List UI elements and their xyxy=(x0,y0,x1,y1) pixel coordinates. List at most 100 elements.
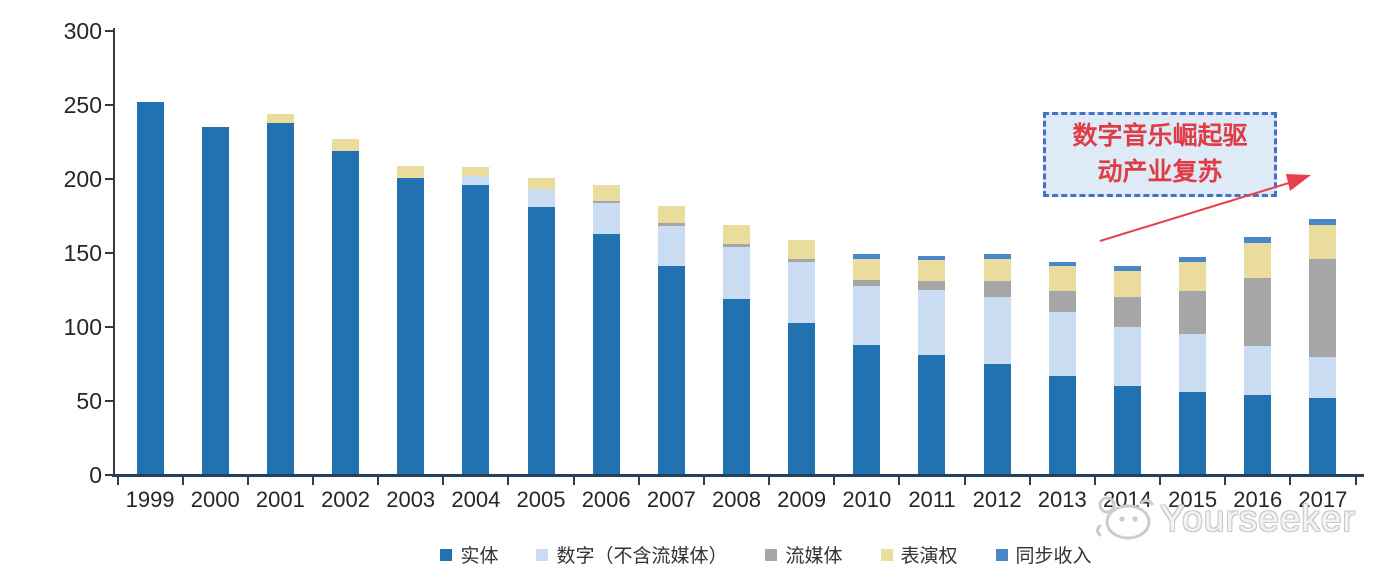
x-tick-mark xyxy=(1028,477,1031,485)
bar-segment xyxy=(723,298,750,475)
bar-segment xyxy=(983,297,1011,364)
bar-segment xyxy=(1309,224,1337,259)
bar-segment xyxy=(201,127,229,475)
y-axis-line xyxy=(113,28,115,477)
legend-swatch xyxy=(995,548,1008,561)
y-tick-mark xyxy=(105,326,113,328)
legend-label: 同步收入 xyxy=(1015,546,1092,567)
annotation-text-line1: 数字音乐崛起驱 xyxy=(1072,122,1248,150)
legend-label: 流媒体 xyxy=(785,546,843,567)
bar-segment xyxy=(657,223,685,227)
y-tick-mark xyxy=(105,400,113,402)
bar-segment xyxy=(918,260,946,282)
bar-segment xyxy=(527,177,555,190)
legend-item: 数字（不含流媒体） xyxy=(536,541,727,568)
bar-segment xyxy=(462,167,490,177)
x-tick-mark xyxy=(1354,477,1357,485)
bar-segment xyxy=(1113,297,1141,327)
bar-segment xyxy=(592,184,620,202)
bar-segment xyxy=(332,139,360,151)
x-tick-label: 2009 xyxy=(777,487,827,512)
bar-segment xyxy=(1113,266,1141,271)
bar-segment xyxy=(1048,312,1076,376)
bar-segment xyxy=(788,258,816,262)
bar-segment xyxy=(723,244,750,248)
bar-segment xyxy=(592,202,620,234)
bar-segment xyxy=(853,258,881,280)
annotation-callout: 数字音乐崛起驱 动产业复苏 xyxy=(1043,112,1277,197)
bar-segment xyxy=(1244,236,1272,243)
x-tick-label: 2001 xyxy=(255,487,305,512)
bar-segment xyxy=(527,207,555,475)
x-tick-label: 2003 xyxy=(386,487,436,512)
x-tick-mark xyxy=(311,477,314,485)
x-tick-label: 2000 xyxy=(190,487,240,512)
bar-segment xyxy=(332,150,360,475)
bar-segment xyxy=(983,364,1011,475)
bar-segment xyxy=(657,226,685,267)
y-tick-label: 100 xyxy=(63,314,102,340)
x-tick-mark xyxy=(1224,477,1227,485)
bar-segment xyxy=(462,176,490,185)
bar-segment xyxy=(462,184,490,475)
x-tick-label: 2011 xyxy=(908,487,956,512)
x-tick-label: 2013 xyxy=(1037,487,1087,512)
bar-segment xyxy=(1244,278,1272,347)
x-tick-label: 2004 xyxy=(451,487,501,512)
x-tick-label: 2005 xyxy=(516,487,566,512)
x-tick-mark xyxy=(768,477,771,485)
x-tick-label: 2002 xyxy=(321,487,371,512)
watermark-text: Yourseeker xyxy=(1160,498,1356,539)
y-tick-label: 250 xyxy=(63,92,102,118)
x-tick-mark xyxy=(898,477,901,485)
bar-segment xyxy=(723,224,750,245)
bar-segment xyxy=(1244,395,1272,475)
x-tick-mark xyxy=(377,477,380,485)
x-tick-mark xyxy=(1289,477,1292,485)
bar-segment xyxy=(1309,218,1337,225)
bar-segment xyxy=(1244,346,1272,396)
bar-segment xyxy=(1048,266,1076,292)
x-tick-mark xyxy=(442,477,445,485)
bar-segment xyxy=(266,113,294,123)
x-tick-mark xyxy=(246,477,249,485)
x-tick-mark xyxy=(702,477,705,485)
bar-segment xyxy=(1309,356,1337,399)
bar-segment xyxy=(983,254,1011,259)
bar-segment xyxy=(1309,258,1337,357)
bar-segment xyxy=(1113,386,1141,475)
bar-segment xyxy=(918,290,946,356)
legend-item: 实体 xyxy=(440,541,498,568)
bar-segment xyxy=(983,258,1011,282)
x-tick-mark xyxy=(572,477,575,485)
y-tick-label: 200 xyxy=(63,166,102,192)
y-tick-mark xyxy=(105,178,113,180)
y-tick-mark xyxy=(105,104,113,106)
legend-item: 同步收入 xyxy=(995,541,1092,568)
bar-segment xyxy=(1048,291,1076,313)
x-tick-label: 2008 xyxy=(712,487,761,512)
bar-segment xyxy=(983,281,1011,298)
x-tick-mark xyxy=(1159,477,1162,485)
bar-segment xyxy=(1244,242,1272,279)
bar-segment xyxy=(788,239,816,259)
x-tick-mark xyxy=(1093,477,1096,485)
x-axis-line xyxy=(112,474,1364,477)
y-tick-mark xyxy=(105,252,113,254)
x-tick-label: 2012 xyxy=(972,487,1022,512)
bar-segment xyxy=(788,261,816,323)
bar-segment xyxy=(592,201,620,203)
x-tick-mark xyxy=(833,477,836,485)
legend-item: 表演权 xyxy=(880,541,958,568)
watermark: Yourseeker xyxy=(1092,492,1356,546)
x-tick-label: 2010 xyxy=(842,487,892,512)
legend-swatch xyxy=(440,548,453,561)
legend-swatch xyxy=(765,548,778,561)
bar-segment xyxy=(918,255,946,261)
bar-segment xyxy=(1048,375,1076,475)
x-tick-label: 1999 xyxy=(125,487,175,512)
bar-segment xyxy=(1113,327,1141,387)
x-tick-label: 2007 xyxy=(646,487,696,512)
y-tick-mark xyxy=(105,30,113,32)
bar-segment xyxy=(918,355,946,475)
